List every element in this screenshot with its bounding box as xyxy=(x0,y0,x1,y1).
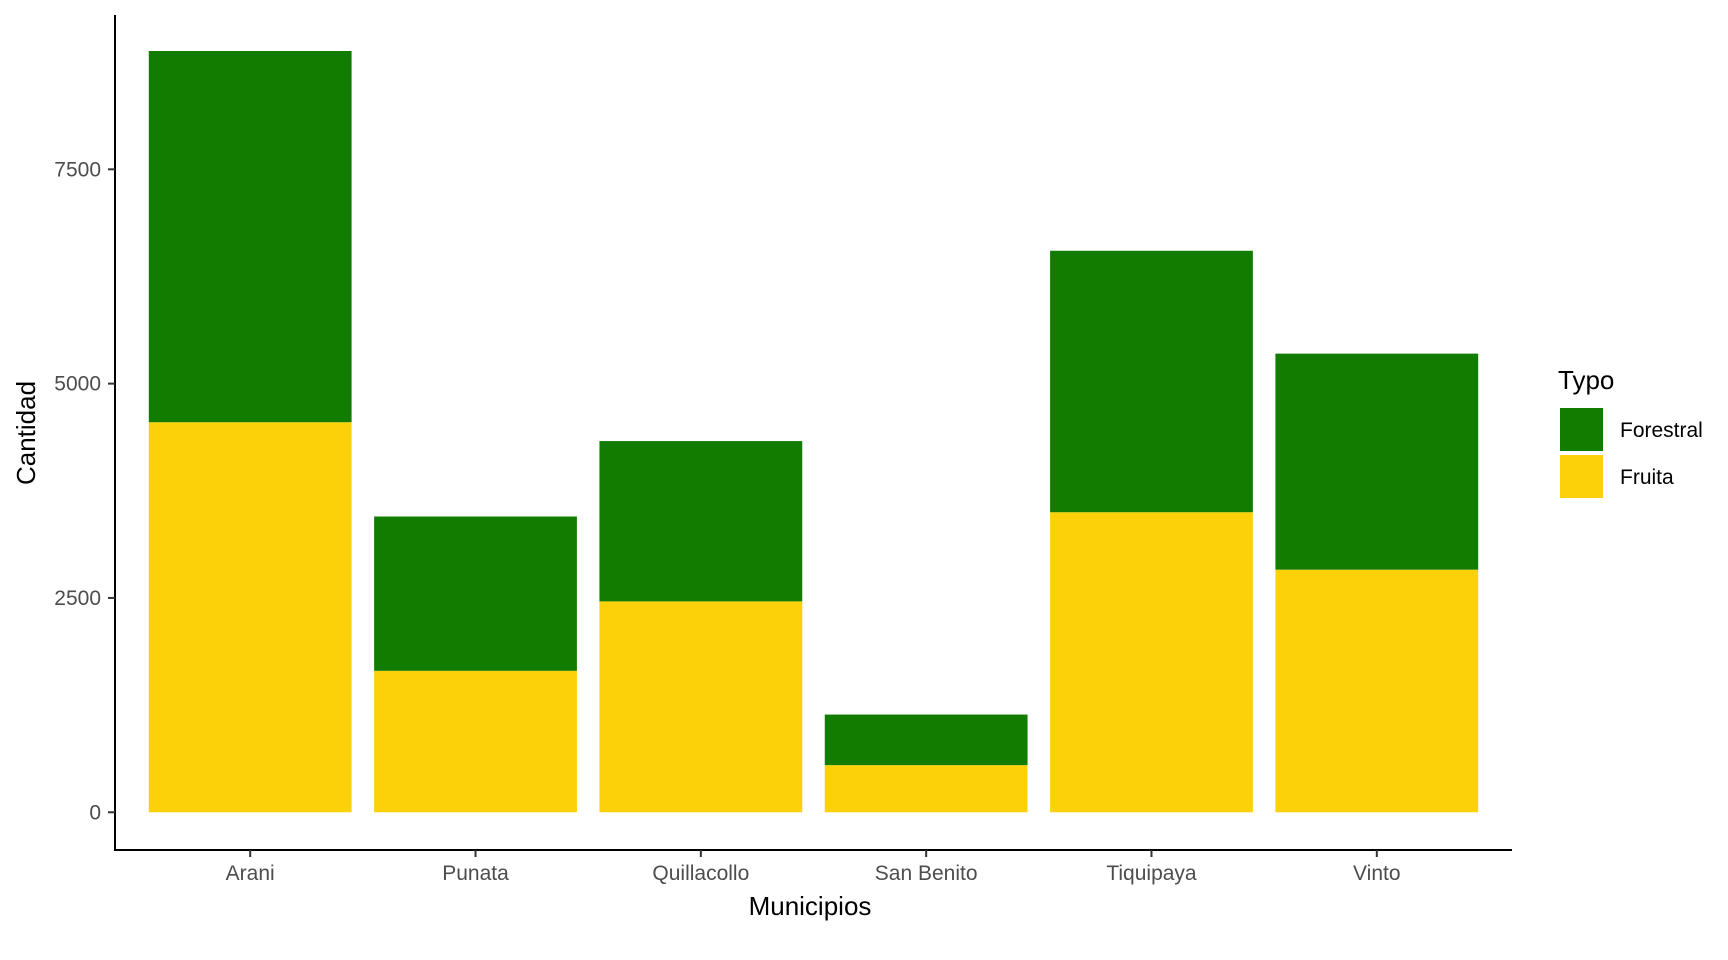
bar-san-benito-fruita xyxy=(824,765,1028,813)
x-tick-label: San Benito xyxy=(875,862,978,885)
legend-label-fruita: Fruita xyxy=(1620,466,1674,489)
y-tick-label: 5000 xyxy=(54,373,101,396)
bar-punata-fruita xyxy=(374,670,577,813)
x-tick-label: Quillacollo xyxy=(652,862,749,885)
y-tick-label: 2500 xyxy=(54,587,101,610)
bar-quillacollo-forestral xyxy=(599,441,803,602)
legend-key-forestral xyxy=(1560,408,1603,451)
bar-punata-forestral xyxy=(374,516,577,671)
y-axis-title: Cantidad xyxy=(11,381,41,485)
bars-group xyxy=(148,51,1479,813)
bar-arani-forestral xyxy=(148,51,352,423)
bar-vinto-fruita xyxy=(1275,569,1479,813)
bar-tiquipaya-fruita xyxy=(1050,512,1253,813)
legend-title: Typo xyxy=(1558,365,1614,395)
legend-key-fruita xyxy=(1560,455,1603,498)
bar-vinto-forestral xyxy=(1275,353,1479,570)
y-ticks-group: 0 2500 5000 7500 xyxy=(54,158,115,824)
y-tick-label: 0 xyxy=(89,801,101,824)
bar-san-benito-forestral xyxy=(824,714,1028,766)
x-ticks-group: Arani Punata Quillacollo San Benito Tiquipay… xyxy=(226,850,1401,885)
bar-quillacollo-fruita xyxy=(599,601,803,813)
x-tick-label: Punata xyxy=(442,862,509,885)
x-tick-label: Tiquipaya xyxy=(1106,862,1197,885)
y-tick-label: 7500 xyxy=(54,158,101,181)
bar-arani-fruita xyxy=(148,422,352,813)
x-tick-label: Arani xyxy=(226,862,275,885)
bar-tiquipaya-forestral xyxy=(1050,250,1253,513)
legend: Typo Forestral Fruita xyxy=(1558,365,1703,498)
x-axis-title: Municipios xyxy=(749,891,872,921)
legend-label-forestral: Forestral xyxy=(1620,419,1703,442)
x-tick-label: Vinto xyxy=(1353,862,1401,885)
